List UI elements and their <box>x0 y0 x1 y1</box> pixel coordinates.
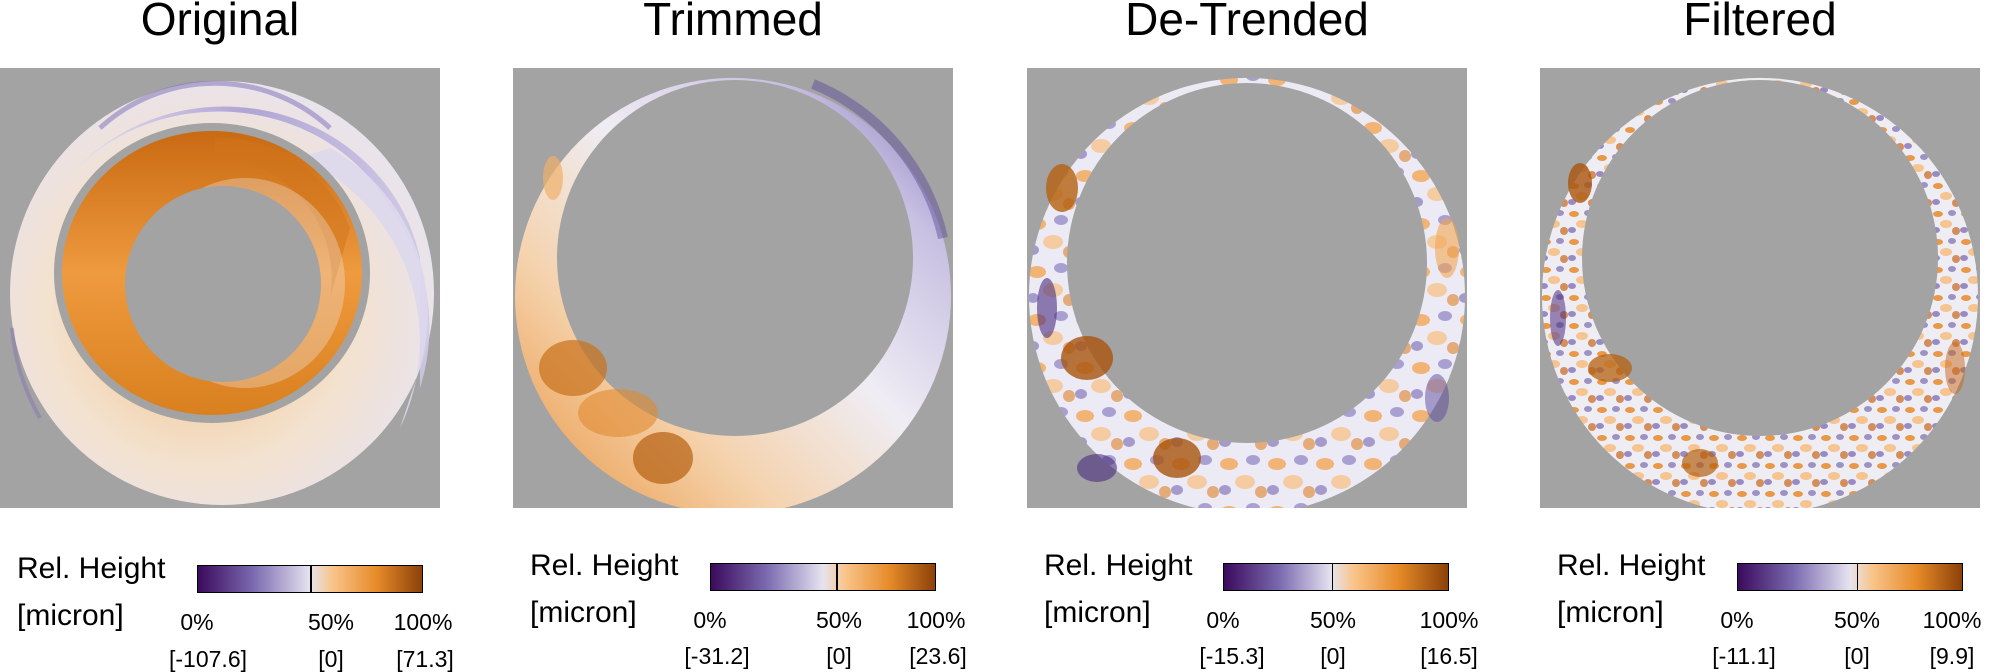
colorbar-val-mid: [0] <box>318 646 344 672</box>
colorbar-val-high: [71.3] <box>396 646 454 672</box>
colorbar-label-line2: [micron] <box>1557 596 1664 629</box>
colorbar-pct-low: 0% <box>1720 607 1754 633</box>
colorbar-pct-low: 0% <box>180 609 214 635</box>
panel-title: De-Trended <box>1125 0 1369 45</box>
height-map-image <box>1027 68 1467 508</box>
colorbar-mid-tick <box>1331 564 1334 590</box>
colorbar-val-mid: [0] <box>826 643 852 669</box>
colorbar-label-line2: [micron] <box>530 596 637 629</box>
colorbar-val-mid: [0] <box>1320 643 1346 669</box>
colorbar-val-high: [9.9] <box>1929 643 1975 669</box>
colorbar-val-low: [-107.6] <box>169 646 247 672</box>
colorbar-mid-tick <box>310 566 312 592</box>
panel-trimmed: Trimmed Rel <box>513 0 983 672</box>
colorbar-pct-low: 0% <box>1206 607 1240 633</box>
panel-title: Trimmed <box>643 0 823 45</box>
colorbar-val-low: [-15.3] <box>1199 643 1265 669</box>
colorbar-label-line1: Rel. Height <box>1557 549 1706 582</box>
colorbar-pct-high: 100% <box>393 609 453 635</box>
colorbar-label-line2: [micron] <box>17 599 124 632</box>
colorbar-label-line1: Rel. Height <box>1044 549 1193 582</box>
colorbar-label-line1: Rel. Height <box>17 552 166 585</box>
panel-filtered: Filtered Rel. Height [micron] <box>1540 0 1994 672</box>
colorbar-val-high: [16.5] <box>1420 643 1478 669</box>
colorbar-mid-tick <box>836 564 838 590</box>
colorbar-val-low: [-31.2] <box>684 643 750 669</box>
colorbar-pct-low: 0% <box>693 607 727 633</box>
colorbar-label-line2: [micron] <box>1044 596 1151 629</box>
colorbar-pct-high: 100% <box>1922 607 1982 633</box>
colorbar-val-low: [-11.1] <box>1712 643 1776 669</box>
colorbar-pct-mid: 50% <box>1309 607 1357 633</box>
height-map-image <box>0 68 440 508</box>
colorbar <box>197 565 423 593</box>
colorbar-pct-high: 100% <box>906 607 966 633</box>
colorbar <box>710 563 936 591</box>
colorbar-pct-mid: 50% <box>815 607 863 633</box>
colorbar-pct-high: 100% <box>1419 607 1479 633</box>
colorbar <box>1737 563 1963 591</box>
colorbar-pct-mid: 50% <box>307 609 355 635</box>
colorbar-mid-tick <box>1856 564 1859 590</box>
panel-detrended: De-Trended Rel. Heigh <box>1027 0 1497 672</box>
panel-original: Original <box>0 0 470 672</box>
colorbar-val-mid: [0] <box>1844 643 1870 669</box>
height-map-image <box>513 68 953 508</box>
colorbar-label-line1: Rel. Height <box>530 549 679 582</box>
panel-title: Filtered <box>1683 0 1837 45</box>
colorbar-pct-mid: 50% <box>1833 607 1881 633</box>
colorbar <box>1223 563 1449 591</box>
panel-title: Original <box>140 0 300 45</box>
colorbar-val-high: [23.6] <box>909 643 967 669</box>
height-map-image <box>1540 68 1980 508</box>
